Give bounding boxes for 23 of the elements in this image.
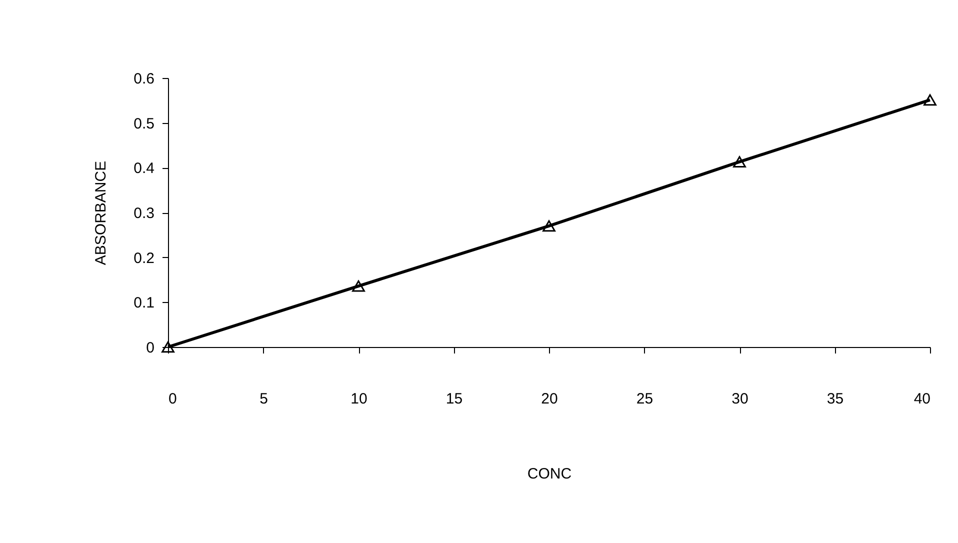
- point: [542, 220, 556, 232]
- x-tick-label: 25: [636, 390, 654, 408]
- y-tick-label: 0: [146, 340, 154, 356]
- point: [162, 341, 174, 353]
- x-tick-label: 10: [350, 390, 368, 408]
- x-tick-label: 5: [260, 390, 268, 408]
- x-tick-label: 35: [826, 390, 844, 408]
- x-axis-title: CONC: [527, 466, 572, 482]
- x-tick-label: 0: [168, 390, 177, 408]
- y-axis-title: ABSORBANCE: [92, 160, 110, 266]
- y-tick-label: 0.1: [134, 294, 154, 312]
- y-tick-label: 0.2: [134, 250, 154, 267]
- point: [733, 156, 746, 168]
- x-tick-label: 40: [914, 390, 930, 408]
- x-tick-label: 30: [732, 390, 748, 408]
- y-tick-label: 0.4: [134, 160, 154, 178]
- point: [352, 280, 365, 292]
- x-tick-label: 20: [541, 390, 558, 408]
- y-tick-label: 0.6: [134, 70, 154, 88]
- y-tick-label: 0.5: [134, 115, 154, 132]
- point: [924, 94, 936, 106]
- y-tick-label: 0.3: [134, 205, 154, 222]
- x-tick-label: 15: [446, 390, 463, 408]
